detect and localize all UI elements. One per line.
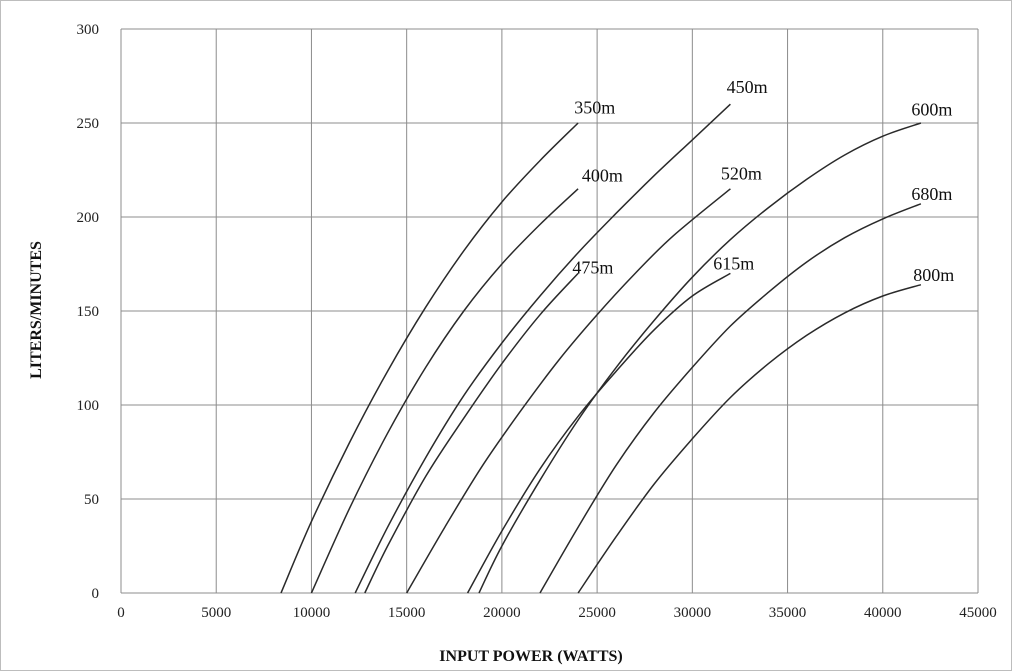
series-line-680m	[539, 203, 922, 594]
x-tick-label: 40000	[864, 605, 902, 621]
grid	[120, 28, 979, 594]
x-tick-label: 0	[117, 605, 125, 621]
x-tick-label: 35000	[769, 605, 807, 621]
x-tick-label: 5000	[201, 605, 231, 621]
y-tick-label: 50	[84, 492, 99, 508]
x-tick-label: 10000	[293, 605, 331, 621]
x-tick-label: 45000	[959, 605, 997, 621]
y-tick-label: 150	[77, 304, 100, 320]
series-line-450m	[354, 103, 731, 594]
series-line-350m	[280, 122, 579, 594]
series-label-520m: 520m	[721, 163, 762, 183]
series-line-615m	[466, 272, 731, 594]
series-lines	[280, 103, 922, 594]
x-axis-title: INPUT POWER (WATTS)	[439, 648, 622, 665]
y-tick-label: 200	[77, 210, 100, 226]
series-label-680m: 680m	[911, 184, 952, 204]
series-line-800m	[577, 283, 922, 594]
x-tick-label: 20000	[483, 605, 521, 621]
series-label-450m: 450m	[727, 77, 768, 97]
series-labels: 350m 400m 450m 475m 520m 615m 600m 680m 800m	[572, 77, 954, 285]
series-label-350m: 350m	[574, 98, 615, 118]
y-tick-label: 100	[77, 398, 100, 414]
y-tick-label: 300	[77, 22, 100, 38]
series-line-520m	[406, 188, 731, 594]
series-label-600m: 600m	[911, 99, 952, 119]
x-tick-label: 25000	[578, 605, 616, 621]
y-axis-title: LITERS/MINUTES	[28, 241, 45, 379]
series-line-475m	[364, 272, 579, 594]
y-tick-label: 250	[77, 116, 100, 132]
x-tick-label: 30000	[674, 605, 712, 621]
series-label-615m: 615m	[713, 254, 754, 274]
series-line-400m	[310, 188, 579, 594]
tick-labels: 0 50 100 150 200 250 300 0 5000 10000 15000 20000 25…	[77, 22, 997, 621]
series-line-600m	[478, 122, 922, 594]
series-label-475m: 475m	[572, 257, 613, 277]
x-tick-label: 15000	[388, 605, 426, 621]
series-label-400m: 400m	[582, 165, 623, 185]
y-tick-label: 0	[92, 586, 100, 602]
series-label-800m: 800m	[913, 265, 954, 285]
